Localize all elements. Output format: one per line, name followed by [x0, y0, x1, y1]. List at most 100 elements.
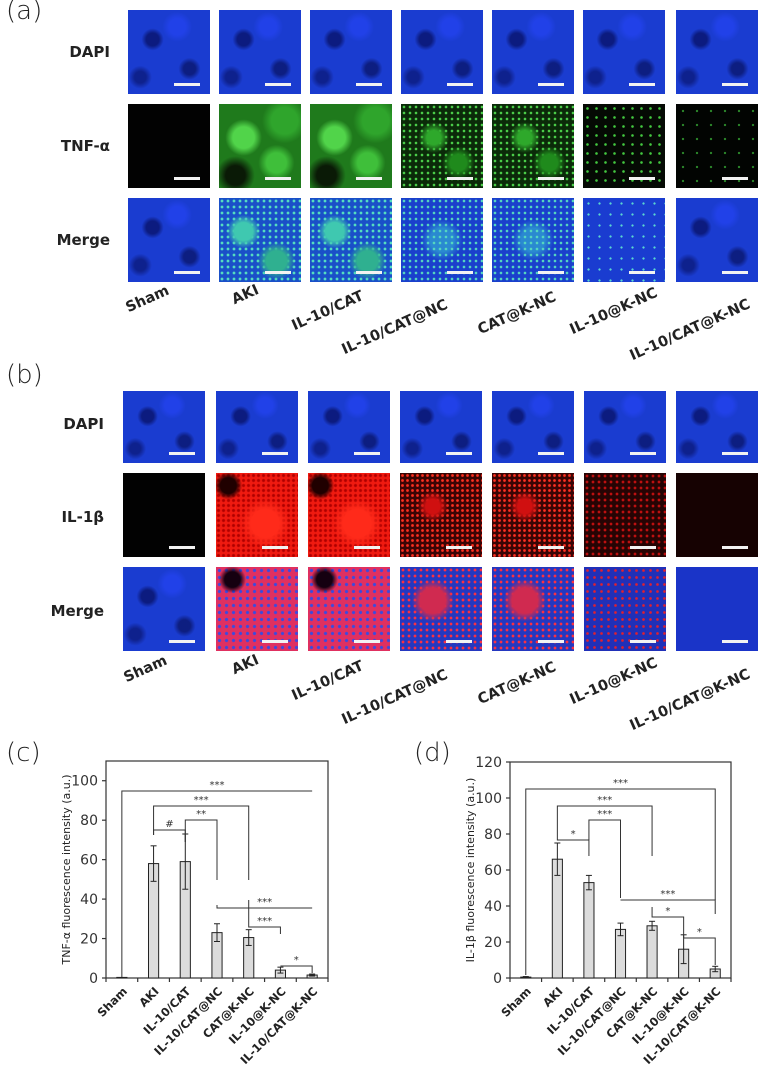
image-tile-b-merge-il10cat [308, 567, 390, 651]
scale-bar [354, 640, 380, 643]
image-tile-a-tnf-il10catknc [676, 104, 758, 188]
significance-bracket [280, 965, 313, 973]
significance-label: * [294, 955, 299, 966]
scale-bar [629, 271, 655, 274]
significance-bracket [153, 805, 250, 880]
image-tile-a-dapi-il10knc [583, 10, 665, 94]
image-tile-b-dapi-aki [216, 391, 298, 463]
image-tile-a-dapi-catknc [492, 10, 574, 94]
scale-bar [538, 83, 564, 86]
scale-bar [265, 177, 291, 180]
significance-label: *** [597, 809, 612, 820]
image-tile-b-il1b-il10catknc [676, 473, 758, 557]
y-tick-label: 100 [71, 774, 98, 790]
scale-bar [538, 452, 564, 455]
image-tile-a-merge-il10cat [310, 198, 392, 282]
image-tile-b-merge-il10catnc [400, 567, 482, 651]
panel-b-col-label-aki: AKI [229, 652, 262, 678]
significance-bracket [556, 835, 590, 856]
scale-bar [722, 271, 748, 274]
bar [583, 882, 595, 979]
scale-bar [356, 83, 382, 86]
scale-bar [722, 83, 748, 86]
scale-bar [174, 177, 200, 180]
x-category-label: Sham [498, 984, 534, 1020]
significance-label: *** [660, 889, 675, 900]
y-tick-label: 120 [475, 755, 502, 771]
scale-bar [174, 271, 200, 274]
scale-bar [262, 546, 288, 549]
image-tile-a-merge-il10knc [583, 198, 665, 282]
scale-bar [262, 452, 288, 455]
image-tile-a-tnf-catknc [492, 104, 574, 188]
image-tile-a-merge-catknc [492, 198, 574, 282]
scale-bar [265, 271, 291, 274]
significance-bracket [620, 899, 716, 914]
scale-bar [169, 640, 195, 643]
y-tick-label: 20 [484, 935, 502, 951]
scale-bar [538, 271, 564, 274]
significance-label: * [697, 927, 702, 938]
significance-label: *** [257, 897, 272, 908]
panel-a-col-label-sham: Sham [123, 282, 172, 316]
image-tile-a-tnf-il10knc [583, 104, 665, 188]
il1b-bar-chart: 0 20 40 60 80 100 120 IL-1β fluorescence intens… [464, 755, 732, 1067]
scale-bar [630, 452, 656, 455]
image-tile-a-tnf-sham [128, 104, 210, 188]
scale-bar [354, 546, 380, 549]
scale-bar [538, 546, 564, 549]
image-tile-b-dapi-il10knc [584, 391, 666, 463]
x-category-label: AKI [540, 984, 566, 1010]
image-tile-a-tnf-il10catnc [401, 104, 483, 188]
panel-b-letter: (b) [6, 360, 43, 390]
significance-bracket [248, 900, 281, 934]
y-tick-label: 60 [80, 853, 98, 869]
significance-bracket [556, 805, 653, 856]
image-tile-b-il1b-il10catnc [400, 473, 482, 557]
significance-bracket [121, 790, 313, 977]
scale-bar [722, 640, 748, 643]
panel-b-col-label-il10knc: IL-10@K-NC [567, 655, 660, 708]
panel-b-col-label-il10catknc: IL-10/CAT@K-NC [627, 666, 753, 734]
image-tile-b-merge-catknc [492, 567, 574, 651]
image-tile-a-merge-il10catnc [401, 198, 483, 282]
scale-bar [447, 177, 473, 180]
significance-bracket [683, 937, 716, 965]
image-tile-b-merge-sham [123, 567, 205, 651]
image-tile-b-dapi-catknc [492, 391, 574, 463]
scale-bar [169, 452, 195, 455]
image-tile-b-il1b-il10knc [584, 473, 666, 557]
significance-bracket [651, 907, 685, 938]
significance-label: * [665, 906, 670, 917]
image-tile-a-tnf-aki [219, 104, 301, 188]
panel-b-col-label-il10cat: IL-10/CAT [289, 658, 367, 704]
scale-bar [447, 83, 473, 86]
scale-bar [630, 546, 656, 549]
y-tick-label: 80 [80, 813, 98, 829]
y-tick-label: 40 [484, 899, 502, 915]
image-tile-b-dapi-il10cat [308, 391, 390, 463]
y-tick-label: 0 [493, 971, 502, 987]
significance-label: *** [210, 780, 225, 791]
image-tile-b-il1b-catknc [492, 473, 574, 557]
scale-bar [446, 452, 472, 455]
significance-label: *** [597, 795, 612, 806]
image-tile-a-dapi-aki [219, 10, 301, 94]
scale-bar [356, 271, 382, 274]
scale-bar [722, 452, 748, 455]
panel-a-letter: (a) [6, 0, 43, 26]
image-tile-a-dapi-sham [128, 10, 210, 94]
panel-c-letter: (c) [6, 738, 41, 768]
significance-bracket [588, 819, 621, 898]
panel-b-col-label-catknc: CAT@K-NC [475, 659, 559, 708]
scale-bar [722, 177, 748, 180]
image-tile-b-dapi-sham [123, 391, 205, 463]
panel-b-row-label-dapi: DAPI [63, 415, 104, 433]
image-tile-b-merge-aki [216, 567, 298, 651]
bar [551, 858, 563, 979]
significance-bracket [184, 819, 218, 880]
bar [614, 928, 627, 979]
scale-bar [446, 546, 472, 549]
y-tick-label: 40 [80, 892, 98, 908]
scale-bar [169, 546, 195, 549]
